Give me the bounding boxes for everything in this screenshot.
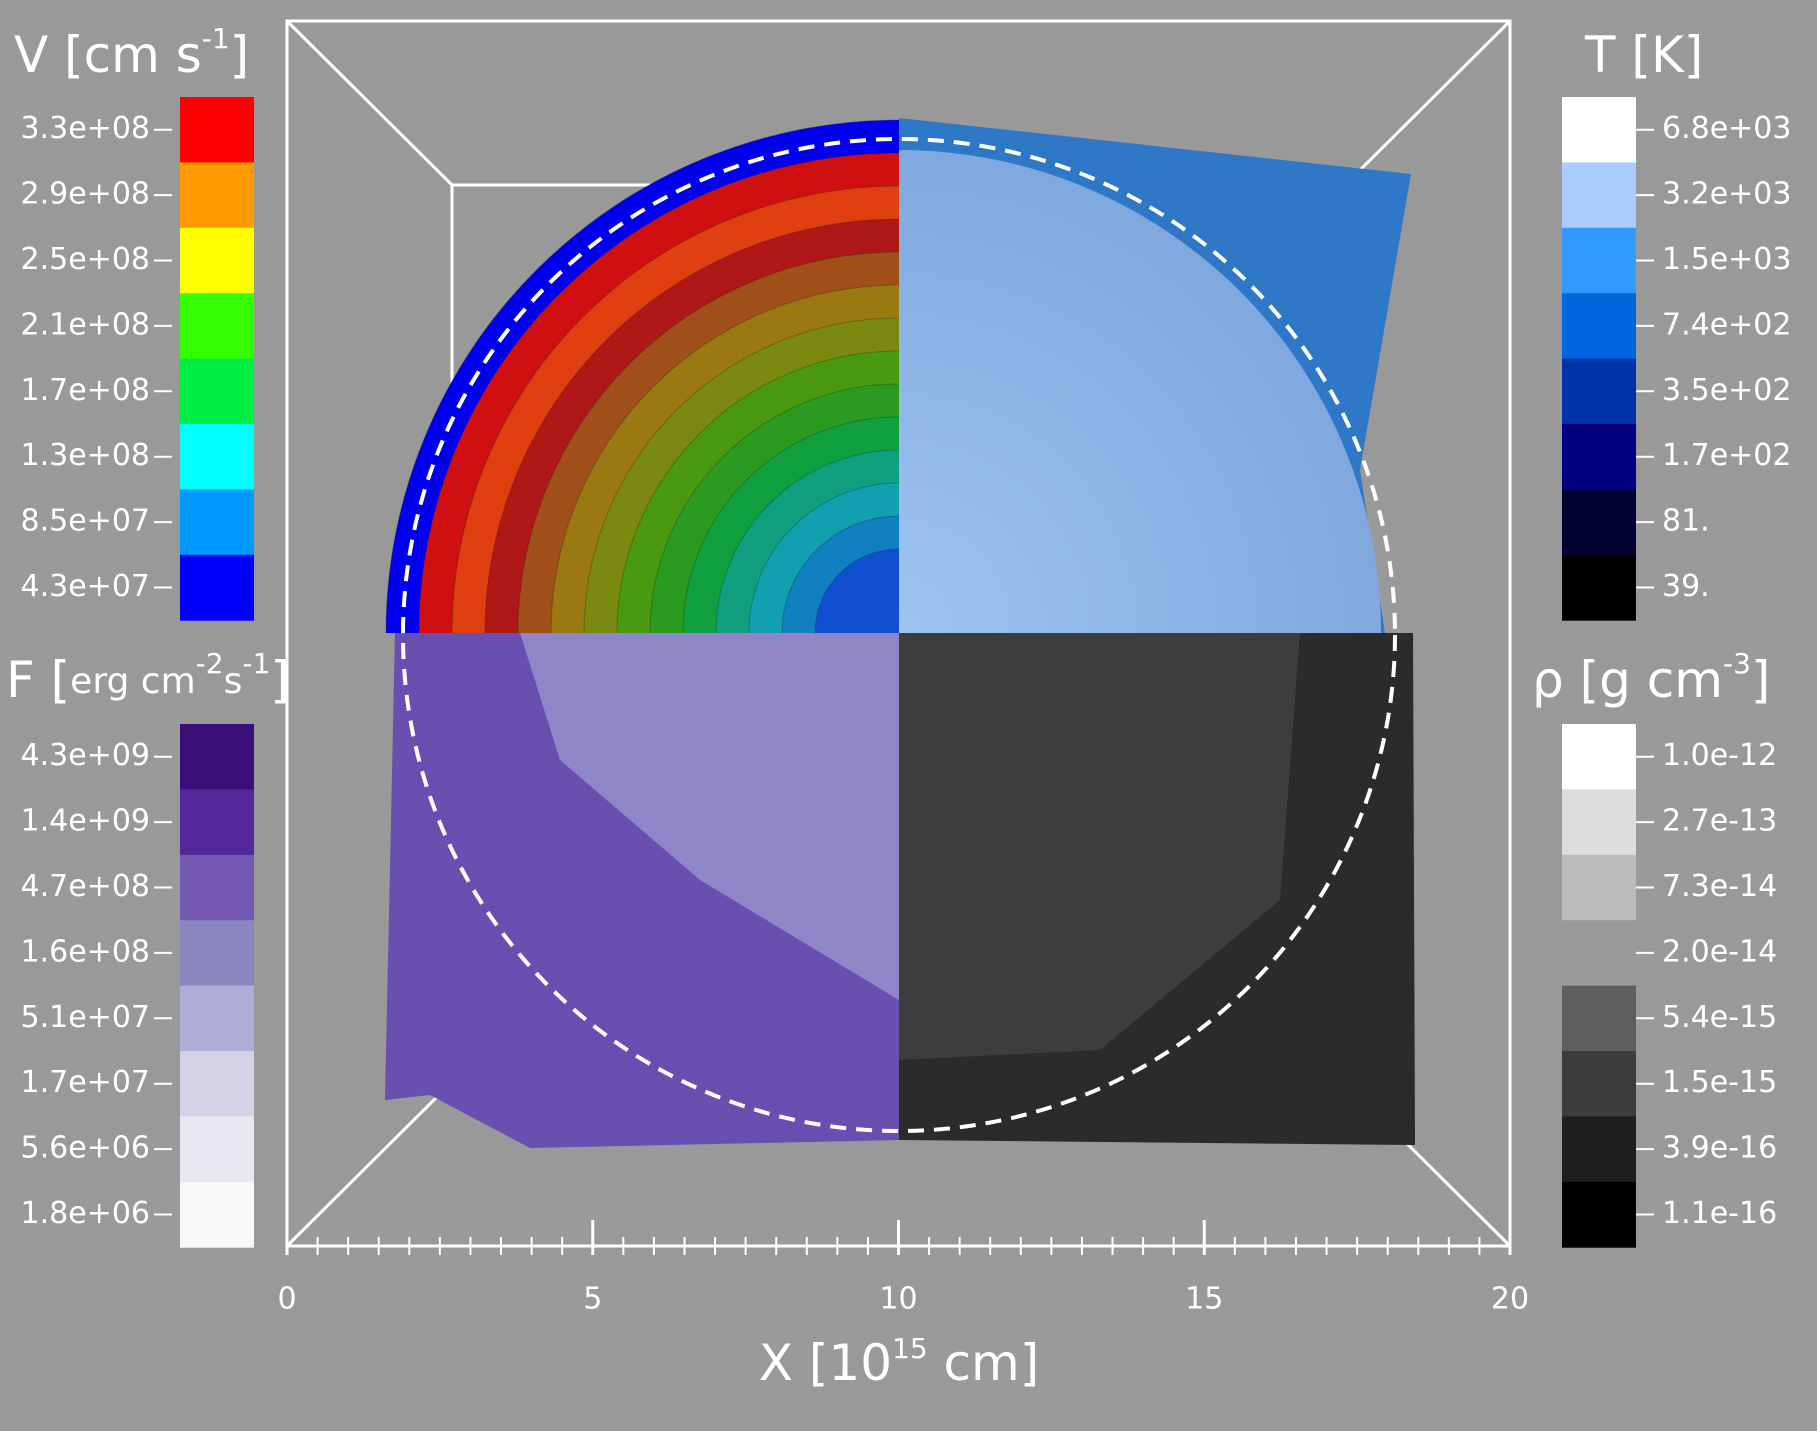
- colorbar-label: 3.2e+03: [1662, 177, 1791, 212]
- colorbar-swatch: [1562, 854, 1636, 921]
- colorbar-swatch: [1562, 789, 1636, 856]
- title-part: -1: [242, 647, 270, 680]
- colorbar-label: 1.7e+07: [21, 1065, 150, 1100]
- colorbar-title: T [K]: [1584, 26, 1703, 84]
- colorbar-swatch: [1562, 489, 1636, 556]
- colorbar-label: 39.: [1662, 569, 1710, 604]
- colorbar-swatch: [180, 1181, 254, 1248]
- colorbar-swatch: [1562, 358, 1636, 425]
- colorbar-label: 1.7e+02: [1662, 438, 1791, 473]
- label-part: X [10: [759, 1334, 892, 1392]
- colorbar-label: 2.0e-14: [1662, 934, 1777, 969]
- colorbar-label: 6.8e+03: [1662, 111, 1791, 146]
- colorbar-label: 2.5e+08: [21, 242, 150, 277]
- colorbar-swatch: [180, 227, 254, 294]
- label-part: cm]: [928, 1334, 1040, 1392]
- colorbar-label: 1.7e+08: [21, 373, 150, 408]
- colorbar-swatch: [1562, 424, 1636, 490]
- colorbar-label: 5.4e-15: [1662, 1000, 1777, 1035]
- colorbar-swatch: [180, 789, 254, 856]
- colorbar-swatch: [1562, 985, 1636, 1052]
- x-tick-label: 20: [1491, 1282, 1529, 1317]
- x-axis-label: X [1015 cm]: [759, 1332, 1040, 1392]
- colorbar-swatch: [180, 724, 254, 790]
- colorbar-label: 81.: [1662, 504, 1710, 539]
- title-part: -1: [202, 22, 230, 55]
- x-axis: 0 5 10 15 20X [1015 cm]: [277, 1220, 1529, 1392]
- colorbar-swatch: [180, 854, 254, 921]
- colorbars: V [cm s-1]3.3e+082.9e+082.5e+082.1e+081.…: [6, 22, 1791, 1248]
- colorbar-swatch: [180, 489, 254, 556]
- colorbar-swatch: [180, 554, 254, 621]
- colorbar-label: 5.6e+06: [21, 1131, 150, 1166]
- colorbar-swatch: [180, 1116, 254, 1183]
- colorbar-label: 1.5e+03: [1662, 242, 1791, 277]
- colorbar-label: 7.4e+02: [1662, 307, 1791, 342]
- title-part: ]: [230, 26, 250, 84]
- colorbar-swatch: [1562, 724, 1636, 790]
- colorbar-swatch: [1562, 162, 1636, 229]
- label-part: 15: [892, 1332, 928, 1365]
- title-part: -3: [1723, 647, 1751, 680]
- colorbar-label: 2.1e+08: [21, 307, 150, 342]
- colorbar-swatch: [180, 424, 254, 490]
- colorbar-label: 4.7e+08: [21, 869, 150, 904]
- colorbar-label: 1.4e+09: [21, 804, 150, 839]
- colorbar-swatch: [180, 985, 254, 1052]
- colorbar-swatch: [1562, 97, 1636, 163]
- colorbar-swatch: [1562, 554, 1636, 621]
- colorbar-label: 3.3e+08: [21, 111, 150, 146]
- colorbar-label: 8.5e+07: [21, 504, 150, 539]
- colorbar-swatch: [1562, 227, 1636, 294]
- title-part: V [cm s: [14, 26, 202, 84]
- colorbar-label: 1.5e-15: [1662, 1065, 1777, 1100]
- colorbar-title: V [cm s-1]: [14, 22, 249, 84]
- colorbar-label: 1.8e+06: [21, 1196, 150, 1231]
- title-part: F [: [6, 651, 70, 709]
- colorbar-label: 2.7e-13: [1662, 804, 1777, 839]
- colorbar-swatch: [180, 162, 254, 229]
- colorbar-label: 1.6e+08: [21, 934, 150, 969]
- colorbar-swatch: [1562, 1116, 1636, 1183]
- colorbar-label: 3.9e-16: [1662, 1131, 1777, 1166]
- colorbar-label: 4.3e+07: [21, 569, 150, 604]
- colorbar-swatch: [1562, 293, 1636, 360]
- title-part: -2: [196, 647, 224, 680]
- colorbar-swatch: [180, 293, 254, 360]
- colorbar-swatch: [1562, 920, 1636, 987]
- colorbar-swatch: [1562, 1051, 1636, 1117]
- colorbar-label: 1.0e-12: [1662, 738, 1777, 773]
- colorbar-label: 1.3e+08: [21, 438, 150, 473]
- colorbar-label: 4.3e+09: [21, 738, 150, 773]
- title-part: s: [224, 661, 243, 702]
- colorbar-swatch: [180, 97, 254, 163]
- colorbar-label: 3.5e+02: [1662, 373, 1791, 408]
- title-part: ]: [270, 651, 290, 709]
- x-tick-label: 0: [277, 1282, 296, 1317]
- simulation-render: [385, 118, 1415, 1148]
- colorbar-swatch: [180, 358, 254, 425]
- title-part: ρ [g cm: [1532, 651, 1723, 709]
- colorbar-label: 1.1e-16: [1662, 1196, 1777, 1231]
- colorbar-swatch: [180, 920, 254, 987]
- colorbar-label: 5.1e+07: [21, 1000, 150, 1035]
- x-tick-label: 15: [1185, 1282, 1223, 1317]
- colorbar-title: ρ [g cm-3]: [1532, 647, 1770, 709]
- colorbar-label: 7.3e-14: [1662, 869, 1777, 904]
- title-part: ]: [1751, 651, 1771, 709]
- x-tick-label: 5: [583, 1282, 602, 1317]
- x-tick-label: 10: [879, 1282, 917, 1317]
- colorbar-swatch: [1562, 1181, 1636, 1248]
- colorbar-swatch: [180, 1051, 254, 1117]
- colorbar-label: 2.9e+08: [21, 177, 150, 212]
- title-part: erg cm: [70, 661, 195, 702]
- title-part: T [K]: [1584, 26, 1703, 84]
- colorbar-title: F [erg cm-2s-1]: [6, 647, 290, 709]
